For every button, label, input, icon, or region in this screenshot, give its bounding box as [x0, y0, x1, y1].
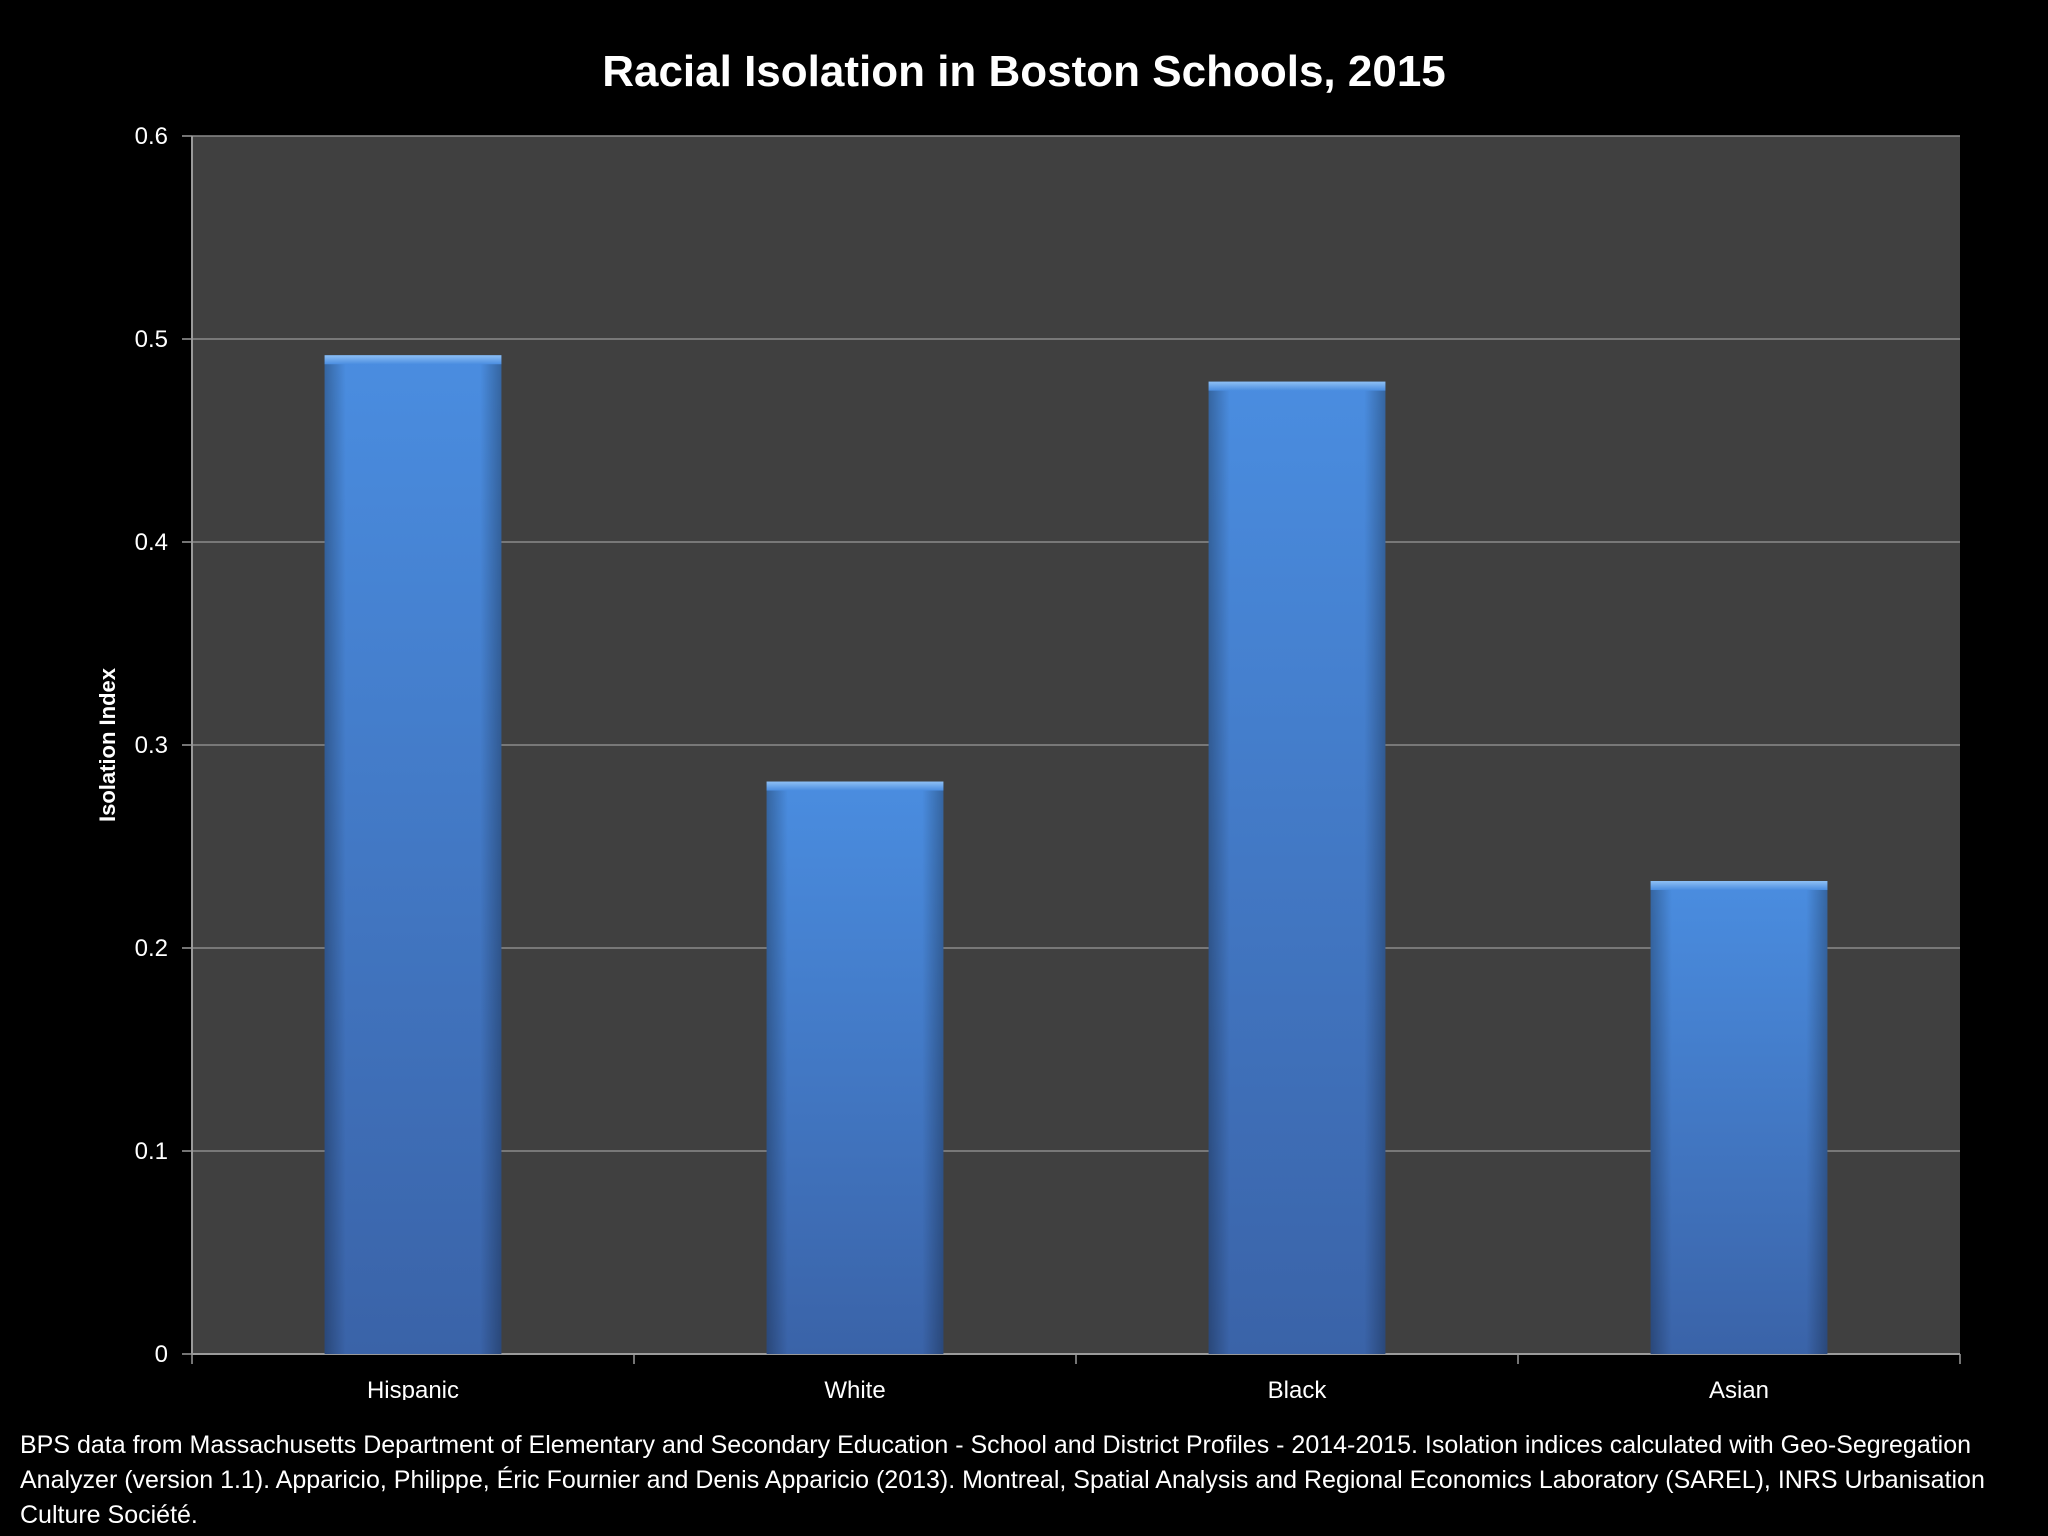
bar-shade	[1650, 881, 1828, 1354]
y-tick-label: 0.1	[135, 1138, 168, 1165]
bar-chart: Racial Isolation in Boston Schools, 2015…	[95, 47, 1961, 1400]
bar-shade	[1208, 381, 1386, 1354]
y-axis-label: Isolation Index	[95, 667, 120, 822]
bars	[324, 355, 1828, 1354]
bar-highlight	[324, 355, 502, 365]
y-tick-label: 0	[155, 1341, 168, 1368]
x-category-label: White	[824, 1377, 885, 1400]
bar-shade	[766, 781, 944, 1354]
y-tick-label: 0.6	[135, 123, 168, 150]
x-category-label: Hispanic	[367, 1377, 459, 1400]
x-category-label: Black	[1268, 1377, 1328, 1400]
bar-highlight	[766, 781, 944, 791]
y-tick-label: 0.2	[135, 935, 168, 962]
y-tick-label: 0.5	[135, 326, 168, 353]
x-category-label: Asian	[1709, 1377, 1769, 1400]
axis-labels: 0 0.1 0.2 0.3 0.4 0.5 0.6 Hispanic White Black Asi…	[135, 123, 1769, 1400]
bar-highlight	[1208, 381, 1386, 391]
y-tick-label: 0.4	[135, 529, 168, 556]
bar-shade	[324, 355, 502, 1354]
bar-highlight	[1650, 881, 1828, 891]
source-footnote: BPS data from Massachusetts Department o…	[20, 1431, 1985, 1529]
y-tick-label: 0.3	[135, 732, 168, 759]
chart-title: Racial Isolation in Boston Schools, 2015	[602, 47, 1446, 96]
